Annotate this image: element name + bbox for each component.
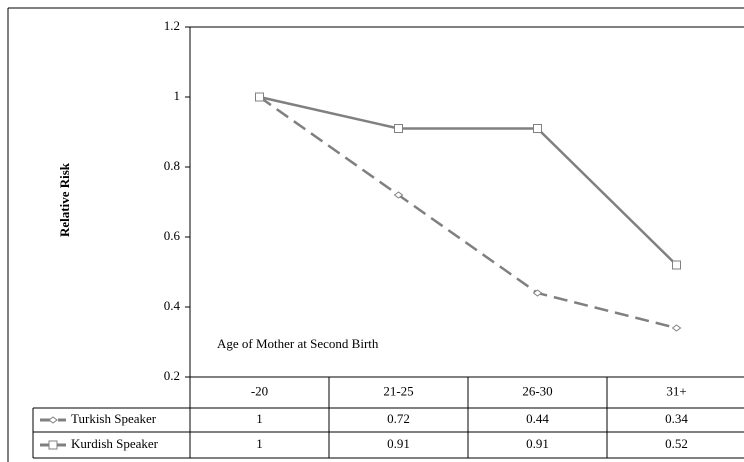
annotation: Age of Mother at Second Birth [217,336,379,351]
data-point [671,324,682,332]
y-tick-label: 0.6 [164,228,181,243]
table-value: 0.91 [387,436,410,451]
legend-label: Turkish Speaker [71,411,157,426]
data-point [255,92,264,102]
table-value: 0.72 [387,411,410,426]
y-tick-label: 0.4 [164,298,181,313]
table-value: 1 [256,411,263,426]
x-tick-label: 21-25 [383,383,413,398]
y-tick-label: 0.2 [164,368,180,383]
table-value: 0.34 [665,411,688,426]
table-value: 1 [256,436,263,451]
x-tick-label: -20 [251,383,268,398]
legend-marker [48,440,58,450]
table-value: 0.44 [526,411,549,426]
x-tick-label: 26-30 [522,383,552,398]
legend-label: Kurdish Speaker [71,436,159,451]
table-value: 0.91 [526,436,549,451]
data-point [532,289,543,297]
data-point [672,260,681,270]
y-tick-label: 1 [174,88,181,103]
y-axis-title: Relative Risk [57,162,72,237]
y-tick-label: 0.8 [164,158,180,173]
series-line [258,95,677,330]
series-line [259,95,678,266]
legend-marker [48,416,58,424]
x-tick-label: 31+ [666,383,686,398]
data-point [533,124,542,133]
table-value: 0.52 [665,436,688,451]
data-point [394,124,403,133]
y-tick-label: 1.2 [164,18,180,33]
data-point [393,191,404,199]
